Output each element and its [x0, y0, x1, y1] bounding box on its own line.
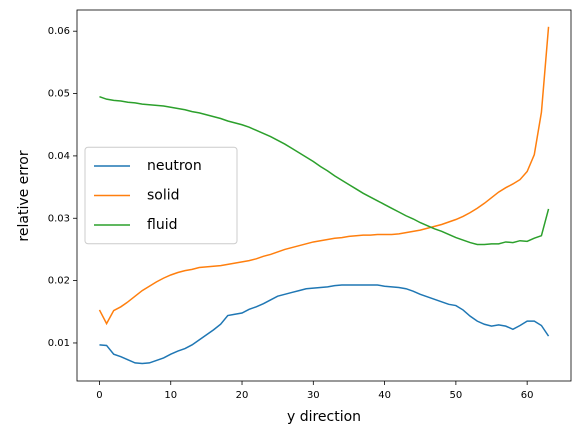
y-tick-label: 0.05	[48, 89, 70, 100]
legend-label: solid	[147, 188, 180, 204]
y-tick-label: 0.04	[48, 151, 70, 162]
x-tick-label: 50	[450, 390, 463, 401]
x-tick-label: 0	[96, 390, 102, 401]
line-series	[99, 95, 550, 246]
y-tick-label: 0.01	[48, 338, 70, 349]
x-tick-label: 30	[307, 390, 320, 401]
y-axis-label: relative error	[16, 150, 32, 241]
x-tick-label: 60	[521, 390, 534, 401]
line-series	[99, 284, 550, 365]
x-axis-label: y direction	[287, 409, 361, 425]
legend-frame	[84, 146, 238, 245]
x-tick-label: 20	[236, 390, 249, 401]
legend-label: neutron	[147, 158, 202, 174]
line-series	[98, 26, 550, 326]
y-tick-label: 0.03	[48, 213, 70, 224]
y-tick-label: 0.02	[48, 276, 70, 287]
legend-label: fluid	[147, 217, 177, 233]
y-tick-label: 0.06	[48, 26, 70, 37]
plot-frame	[76, 9, 572, 382]
x-tick-label: 10	[164, 390, 177, 401]
x-tick-label: 40	[378, 390, 391, 401]
